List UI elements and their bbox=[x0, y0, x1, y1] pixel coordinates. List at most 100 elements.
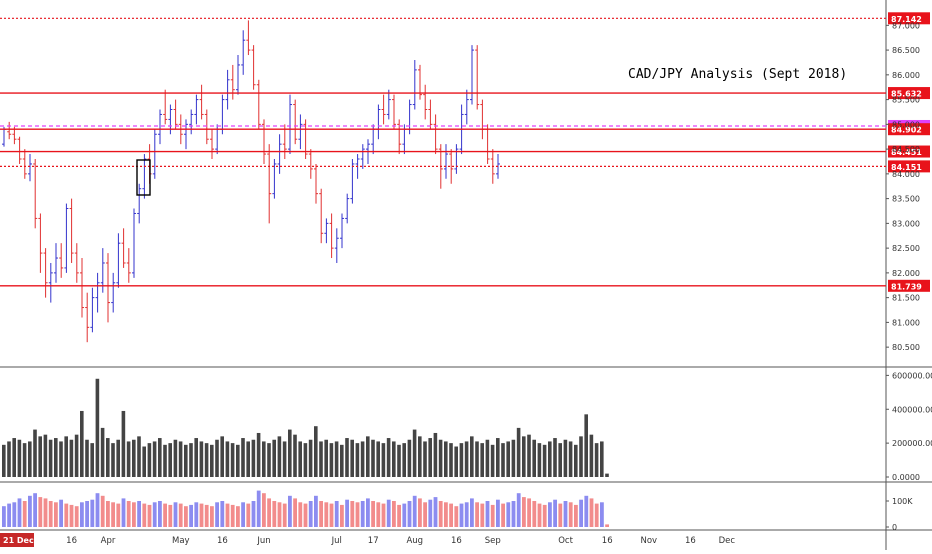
oscillator-bar bbox=[2, 506, 6, 527]
volume-bar bbox=[158, 438, 162, 477]
oscillator-bar bbox=[418, 498, 422, 527]
volume-bar bbox=[511, 439, 516, 477]
ohlc-bar bbox=[381, 94, 386, 125]
price-level-label: 85.632 bbox=[891, 90, 922, 99]
oscillator-bar bbox=[522, 497, 526, 527]
oscillator-bar bbox=[158, 501, 162, 527]
oscillator-bar bbox=[319, 501, 323, 527]
oscillator-bar bbox=[496, 499, 500, 527]
oscillator-bar bbox=[178, 503, 183, 527]
ohlc-bar bbox=[397, 119, 402, 155]
volume-bar bbox=[215, 439, 219, 477]
volume-bar bbox=[371, 439, 375, 477]
oscillator-bar bbox=[64, 503, 69, 527]
time-axis-label: Jul bbox=[331, 536, 342, 546]
oscillator-bar bbox=[537, 503, 542, 527]
ohlc-bar bbox=[220, 94, 225, 135]
volume-bar bbox=[522, 436, 526, 477]
volume-bar bbox=[178, 441, 183, 477]
price-level-label: 84.151 bbox=[891, 163, 922, 172]
oscillator-bar bbox=[605, 524, 609, 527]
volume-bar bbox=[163, 444, 167, 477]
volume-bar bbox=[407, 439, 412, 477]
volume-bar bbox=[220, 436, 224, 477]
volume-bar bbox=[475, 441, 479, 477]
price-tick-label: 87.000 bbox=[892, 21, 920, 30]
volume-bar bbox=[184, 444, 188, 477]
ohlc-bar bbox=[241, 30, 246, 75]
ohlc-bar bbox=[43, 248, 48, 298]
ohlc-bar bbox=[412, 59, 417, 110]
oscillator-bar bbox=[506, 502, 511, 527]
price-tick-label: 82.000 bbox=[892, 269, 920, 278]
oscillator-bar bbox=[589, 498, 594, 527]
price-level-badge[interactable] bbox=[888, 145, 930, 158]
volume-bar bbox=[147, 443, 152, 477]
oscillator-bar bbox=[366, 498, 370, 527]
date-badge-label: 21 Dec '17 bbox=[3, 536, 50, 545]
oscillator-bar bbox=[553, 499, 557, 527]
volume-bar bbox=[142, 446, 146, 477]
volume-bar bbox=[74, 434, 79, 477]
ohlc-bar bbox=[95, 272, 100, 313]
volume-bar bbox=[553, 438, 557, 477]
time-axis-label: 16 bbox=[217, 536, 228, 546]
price-axis[interactable]: 87.000 86.500 86.000 85.500 85.000 84.500 84.0… bbox=[886, 21, 920, 352]
oscillator-bar bbox=[350, 501, 355, 527]
price-level-label: 81.739 bbox=[891, 282, 922, 291]
oscillator-axis[interactable]: 100K 0 bbox=[886, 497, 913, 532]
price-tick-label: 81.000 bbox=[892, 318, 920, 327]
price-level-badge[interactable] bbox=[888, 279, 930, 292]
oscillator-bar bbox=[600, 502, 604, 527]
ohlc-bar bbox=[303, 119, 308, 160]
volume-bar bbox=[423, 441, 427, 477]
oscillator-bar bbox=[548, 502, 552, 527]
oscillator-bar bbox=[173, 502, 178, 527]
ohlc-bar bbox=[111, 272, 116, 313]
volume-bar bbox=[386, 438, 391, 477]
price-levels[interactable]: 87.14285.63284.96784.90284.45184.15181.7… bbox=[0, 12, 930, 292]
price-tick-label: 83.000 bbox=[892, 219, 920, 228]
oscillator-bar bbox=[246, 503, 251, 527]
oscillator-bar bbox=[54, 502, 58, 527]
volume-tick-label: 0.0000 bbox=[892, 473, 920, 482]
ohlc-bar bbox=[470, 45, 474, 105]
highlight-box[interactable] bbox=[136, 159, 151, 196]
volume-bar bbox=[43, 434, 48, 477]
price-level-badge[interactable] bbox=[888, 160, 930, 173]
ohlc-bar bbox=[334, 228, 339, 263]
date-badge[interactable] bbox=[0, 533, 34, 547]
time-axis-label: Jun bbox=[256, 536, 270, 546]
volume-bar bbox=[340, 444, 344, 477]
oscillator-bar bbox=[402, 503, 407, 527]
volume-bar bbox=[22, 443, 27, 477]
time-axis-label: 16 bbox=[602, 536, 613, 546]
ohlc-bar bbox=[246, 20, 251, 56]
price-bars bbox=[2, 20, 500, 343]
volume-bar bbox=[449, 443, 453, 477]
volume-axis[interactable]: 600000.0000 400000.0000 200000.0000 0.0000 bbox=[886, 371, 932, 482]
price-level-badge[interactable] bbox=[888, 12, 930, 25]
oscillator-bar bbox=[303, 503, 308, 527]
oscillator-bar bbox=[59, 499, 63, 527]
ohlc-bar bbox=[449, 149, 454, 184]
time-axis-label: 16 bbox=[451, 536, 462, 546]
price-tick-label: 85.000 bbox=[892, 120, 920, 129]
ohlc-bar bbox=[199, 84, 204, 120]
time-axis[interactable]: Mar16AprMay16JunJul17Aug16SepOct16Nov16D… bbox=[0, 533, 735, 547]
oscillator-bar bbox=[558, 503, 563, 527]
oscillator-bar bbox=[381, 503, 386, 527]
volume-bar bbox=[402, 443, 406, 477]
oscillator-bar bbox=[256, 490, 261, 527]
price-level-badge[interactable] bbox=[888, 123, 930, 136]
oscillator-bar bbox=[568, 502, 573, 527]
price-level-badge[interactable] bbox=[888, 87, 930, 100]
oscillator-bar bbox=[69, 504, 74, 527]
oscillator-bar bbox=[511, 501, 516, 527]
time-axis-label: 16 bbox=[685, 536, 696, 546]
oscillator-bar bbox=[293, 498, 297, 527]
oscillator-bar bbox=[28, 495, 32, 527]
oscillator-bar bbox=[163, 503, 167, 527]
